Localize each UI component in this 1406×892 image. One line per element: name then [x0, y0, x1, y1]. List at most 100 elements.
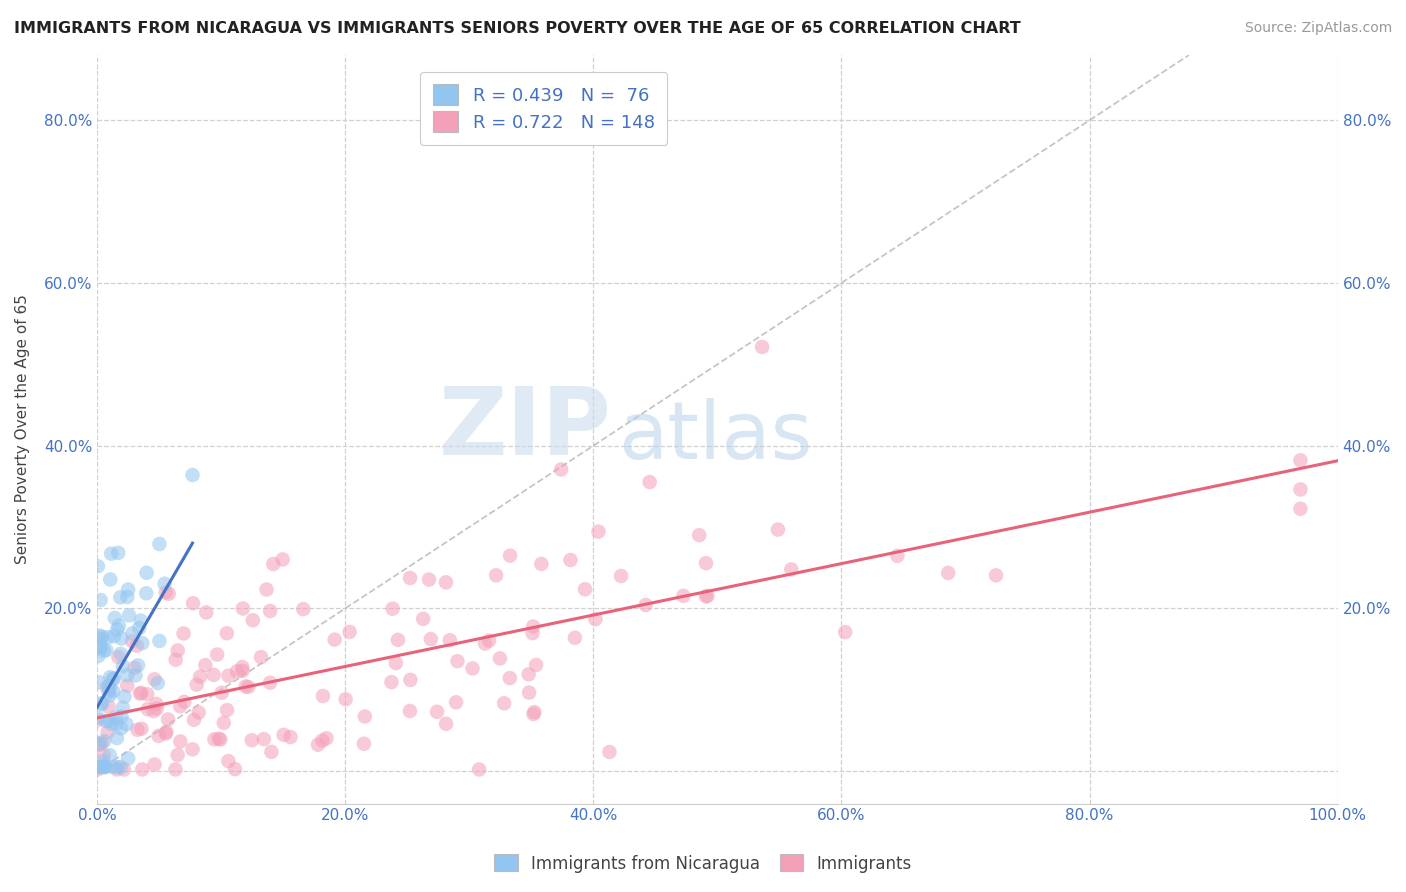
Point [173, 626, 195, 640]
Point [183, 713, 205, 727]
Point [259, 604, 281, 618]
Point [208, 731, 231, 746]
Point [101, 760, 124, 774]
Point [280, 730, 302, 744]
Point [115, 717, 138, 731]
Point [312, 689, 335, 703]
Point [315, 731, 337, 746]
Legend: Immigrants from Nicaragua, Immigrants: Immigrants from Nicaragua, Immigrants [488, 847, 918, 880]
Point [155, 726, 177, 740]
Point [87, 760, 110, 774]
Point [101, 672, 124, 686]
Point [94, 760, 117, 774]
Point [638, 475, 661, 489]
Point [187, 706, 209, 720]
Point [93, 747, 115, 762]
Point [335, 692, 357, 706]
Point [89, 675, 111, 690]
Point [696, 589, 718, 603]
Point [181, 468, 204, 483]
Point [1289, 501, 1312, 516]
Point [412, 612, 434, 626]
Point [311, 733, 333, 747]
Point [523, 705, 546, 719]
Point [517, 685, 540, 699]
Point [142, 704, 165, 718]
Point [173, 695, 195, 709]
Point [215, 626, 238, 640]
Point [131, 636, 153, 650]
Point [91, 755, 114, 769]
Point [121, 626, 143, 640]
Point [564, 631, 586, 645]
Point [93, 734, 115, 748]
Point [181, 742, 204, 756]
Point [418, 573, 440, 587]
Point [381, 601, 404, 615]
Y-axis label: Seniors Poverty Over the Age of 65: Seniors Poverty Over the Age of 65 [15, 294, 30, 565]
Point [135, 566, 157, 580]
Point [444, 695, 467, 709]
Point [124, 668, 146, 682]
Point [259, 675, 281, 690]
Point [886, 549, 908, 563]
Point [634, 598, 657, 612]
Point [98, 714, 121, 728]
Point [446, 654, 468, 668]
Point [695, 590, 717, 604]
Point [195, 606, 218, 620]
Point [104, 710, 127, 724]
Point [101, 684, 124, 698]
Point [186, 677, 208, 691]
Point [91, 630, 114, 644]
Point [273, 728, 295, 742]
Point [148, 537, 170, 551]
Text: atlas: atlas [619, 398, 813, 475]
Point [419, 632, 441, 646]
Point [90, 760, 112, 774]
Point [598, 745, 620, 759]
Point [105, 717, 128, 731]
Point [766, 523, 789, 537]
Point [211, 686, 233, 700]
Point [117, 582, 139, 597]
Point [129, 686, 152, 700]
Point [90, 640, 112, 655]
Point [209, 732, 232, 747]
Point [104, 611, 127, 625]
Point [238, 680, 260, 694]
Text: IMMIGRANTS FROM NICARAGUA VS IMMIGRANTS SENIORS POVERTY OVER THE AGE OF 65 CORRE: IMMIGRANTS FROM NICARAGUA VS IMMIGRANTS … [14, 21, 1021, 36]
Point [323, 632, 346, 647]
Point [588, 524, 610, 539]
Point [399, 673, 422, 687]
Point [194, 658, 217, 673]
Point [131, 722, 153, 736]
Point [499, 549, 522, 563]
Point [128, 621, 150, 635]
Point [111, 700, 134, 714]
Point [143, 673, 166, 687]
Point [231, 664, 253, 678]
Point [478, 633, 501, 648]
Point [155, 585, 177, 599]
Point [212, 715, 235, 730]
Point [97, 725, 120, 739]
Point [984, 568, 1007, 582]
Point [262, 557, 284, 571]
Point [215, 703, 238, 717]
Point [271, 552, 294, 566]
Point [232, 601, 254, 615]
Point [399, 704, 422, 718]
Point [105, 763, 128, 777]
Point [89, 760, 111, 774]
Point [936, 566, 959, 580]
Point [530, 557, 553, 571]
Point [380, 675, 402, 690]
Point [97, 630, 120, 644]
Point [494, 696, 516, 710]
Point [115, 590, 138, 604]
Point [143, 757, 166, 772]
Point [387, 632, 409, 647]
Point [751, 340, 773, 354]
Point [485, 568, 508, 582]
